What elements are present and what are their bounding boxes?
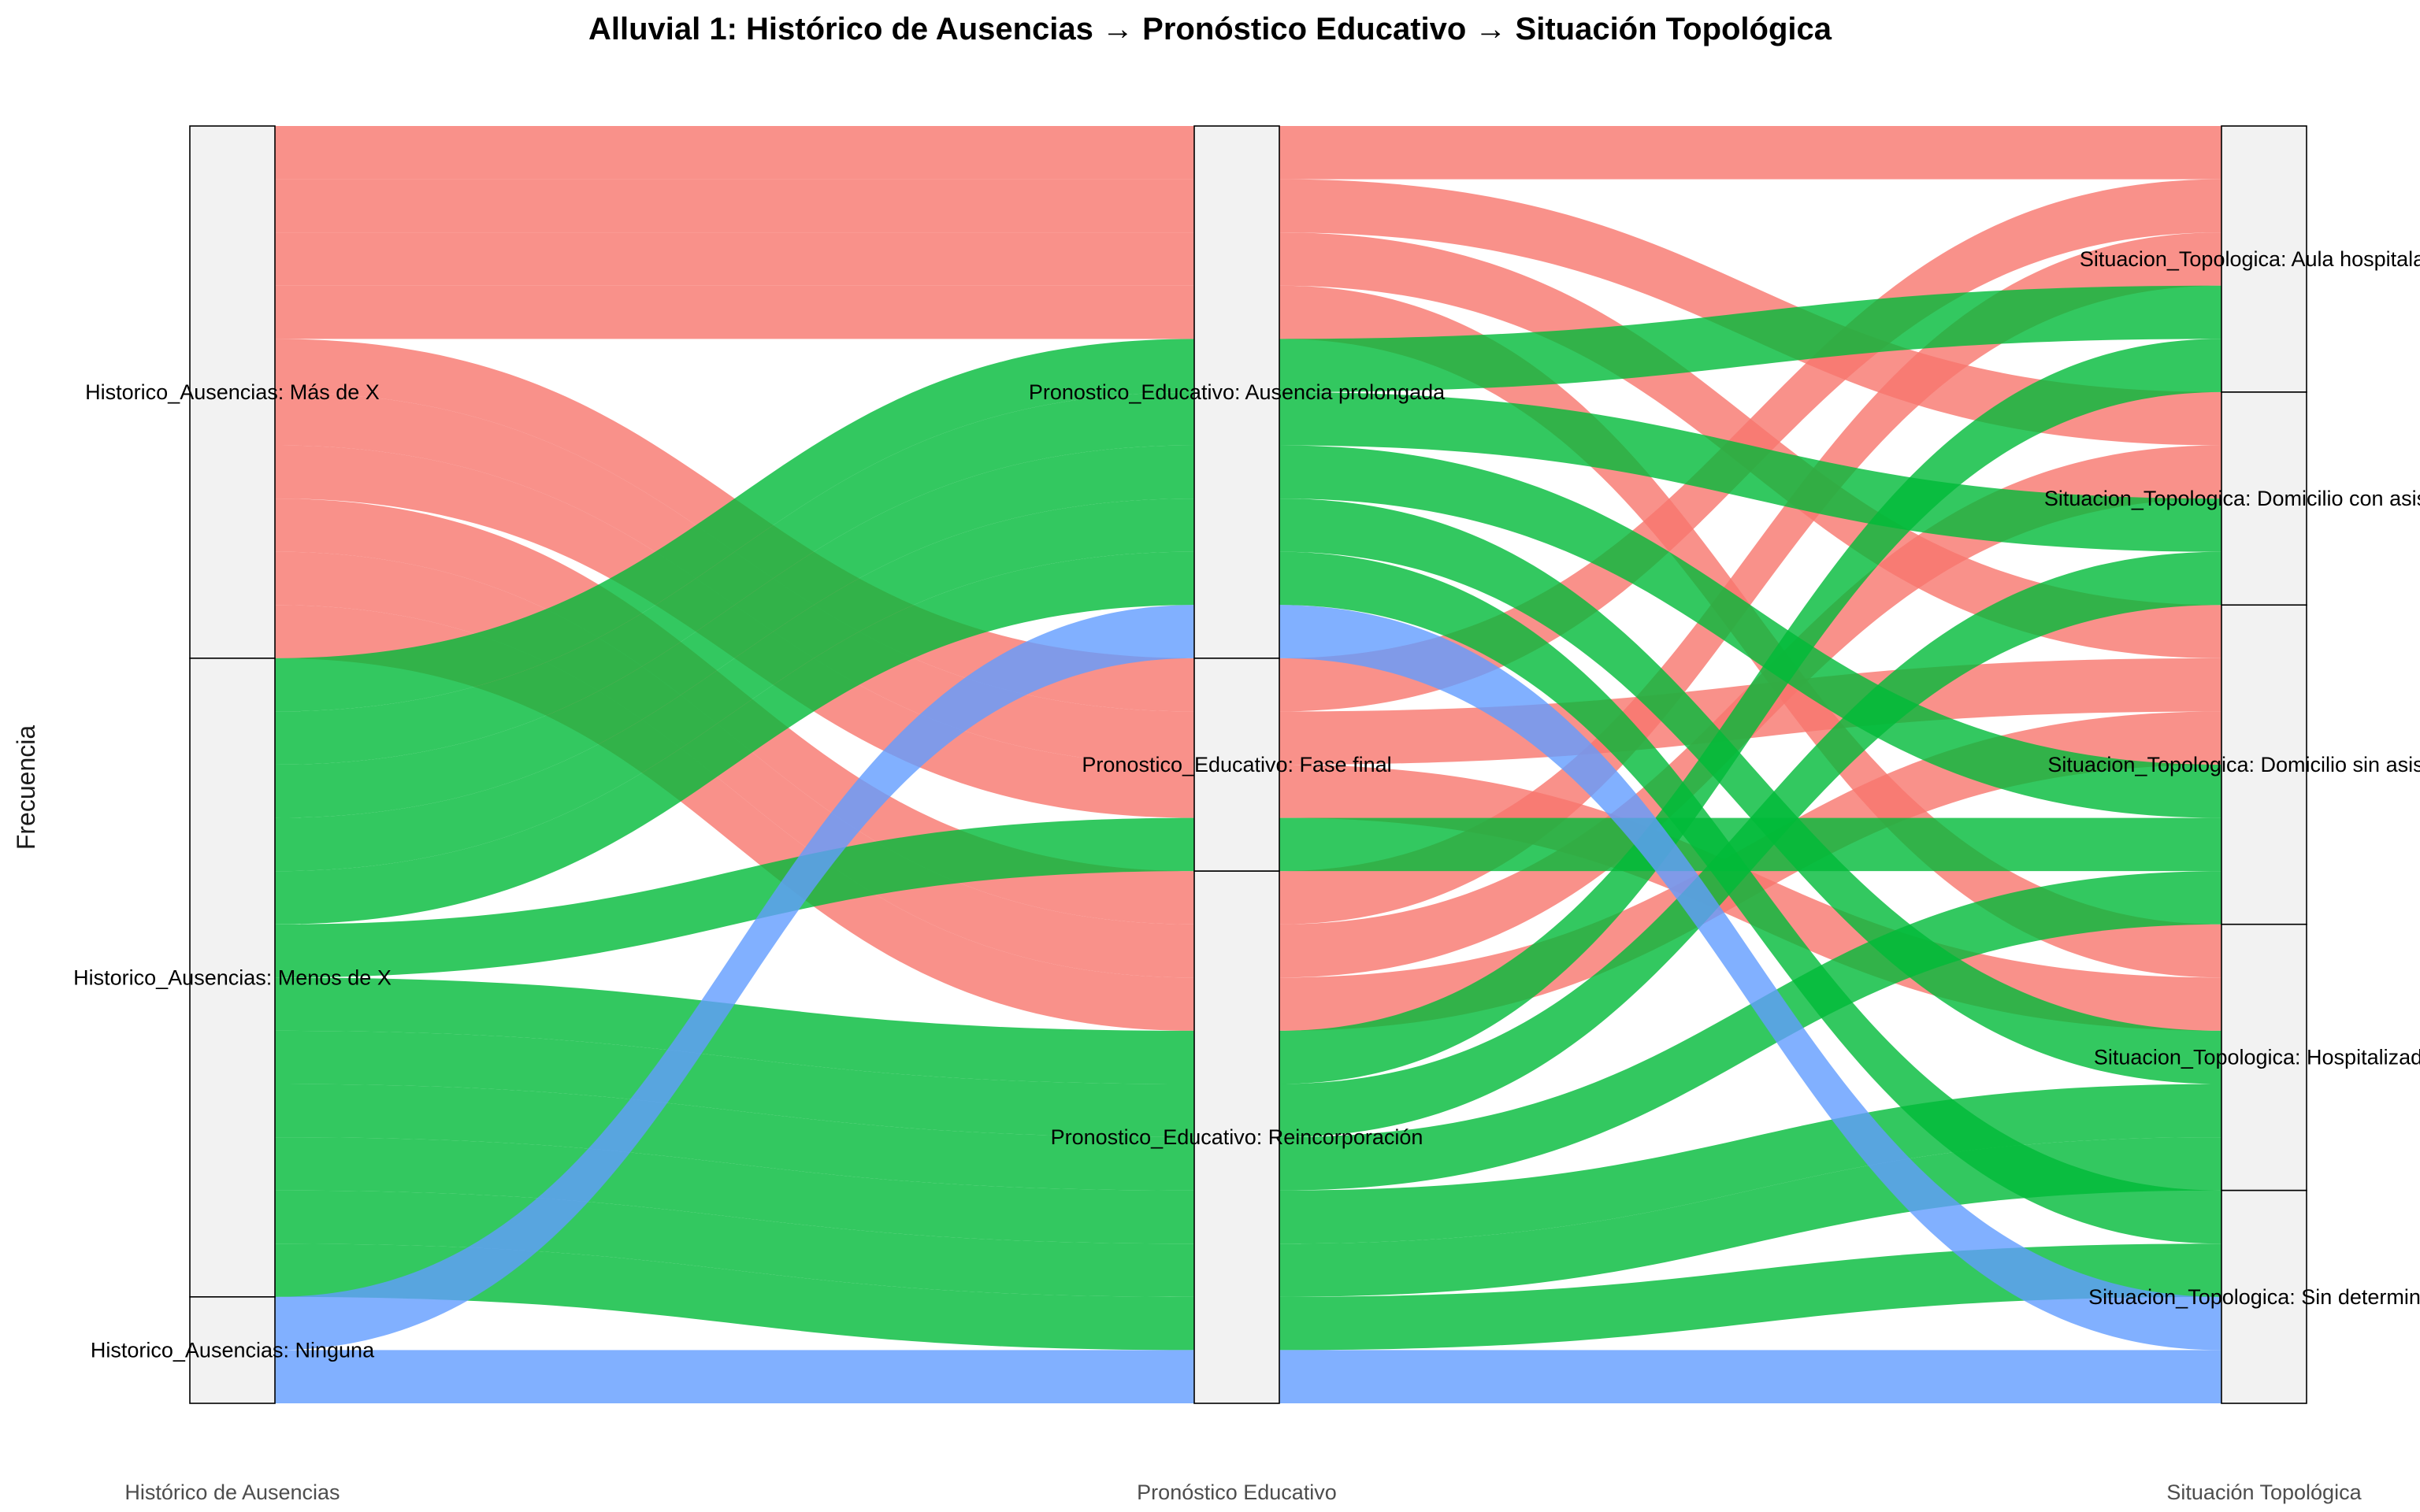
stratum-menos-de-x: [189, 658, 276, 1298]
flow-menos-de-x-14: [190, 498, 2307, 1084]
stratum-domicilio-con-asistencia: [2221, 391, 2307, 606]
stratum-label-domicilio-con-asistencia: Situacion_Topologica: Domicilio con asis…: [2044, 487, 2420, 510]
stratum-domicilio-sin-asistencia: [2221, 604, 2307, 925]
stratum-label-ninguna: Historico_Ausencias: Ninguna: [91, 1338, 375, 1362]
flow-menos-de-x-21: [190, 1137, 2307, 1297]
flow-mas-de-x-5: [190, 179, 2307, 712]
flow-menos-de-x-12: [190, 391, 2307, 765]
flow-menos-de-x-20: [190, 1084, 2307, 1244]
stratum-label-menos-de-x: Historico_Ausencias: Menos de X: [73, 965, 392, 989]
flow-mas-de-x-10: [190, 605, 2307, 1031]
stratum-label-ausencia-prolongada: Pronostico_Educativo: Ausencia prolongad…: [1029, 380, 1446, 404]
x-tick-label-1: Histórico de Ausencias: [124, 1480, 340, 1504]
stratum-ninguna: [189, 1296, 276, 1404]
chart-title: Alluvial 1: Histórico de Ausencias → Pro…: [588, 12, 1832, 46]
stratum-label-fase-final: Pronostico_Educativo: Fase final: [1082, 753, 1391, 776]
stratum-label-mas-de-x: Historico_Ausencias: Más de X: [85, 380, 380, 404]
axis-ticks: Histórico de Ausencias Pronóstico Educati…: [124, 1480, 2362, 1504]
stratum-mas-de-x: [189, 125, 276, 659]
x-tick-label-2: Pronóstico Educativo: [1137, 1480, 1337, 1504]
stratum-label-reincorporacion: Pronostico_Educativo: Reincorporación: [1051, 1125, 1423, 1149]
stratum-label-sin-determinar: Situacion_Topologica: Sin determinar: [2088, 1285, 2420, 1309]
flows-layer: [190, 126, 2307, 1403]
flow-menos-de-x-13: [190, 445, 2307, 818]
stratum-label-hospitalizado: Situacion_Topologica: Hospitalizado: [2094, 1046, 2420, 1069]
labels-layer: Historico_Ausencias: Más de X Historico_A…: [73, 247, 2420, 1362]
x-tick-label-3: Situación Topológica: [2166, 1480, 2362, 1504]
stratum-label-domicilio-sin-asistencia: Situacion_Topologica: Domicilio sin asis…: [2047, 753, 2420, 776]
flow-mas-de-x-6: [190, 391, 2307, 765]
stratum-aula-hospitalaria: [2221, 125, 2307, 393]
strata-layer: [189, 125, 2307, 1404]
stratum-hospitalizado: [2221, 923, 2307, 1191]
stratum-fase-final: [1193, 658, 1280, 872]
flow-menos-de-x-22: [190, 1243, 2307, 1351]
y-axis-title: Frecuencia: [12, 725, 40, 850]
stratum-ausencia-prolongada: [1193, 125, 1280, 659]
flow-menos-de-x-19: [190, 871, 2307, 1191]
flow-menos-de-x-16: [190, 817, 2307, 978]
stratum-reincorporacion: [1193, 870, 1280, 1404]
stratum-sin-determinar: [2221, 1189, 2307, 1404]
flow-menos-de-x-17: [190, 339, 2307, 1084]
stratum-label-aula-hospitalaria: Situacion_Topologica: Aula hospitalaria: [2080, 247, 2420, 271]
flow-mas-de-x-7: [190, 445, 2307, 1031]
flow-menos-de-x-15: [190, 551, 2307, 1244]
flow-menos-de-x-18: [190, 551, 2307, 1138]
